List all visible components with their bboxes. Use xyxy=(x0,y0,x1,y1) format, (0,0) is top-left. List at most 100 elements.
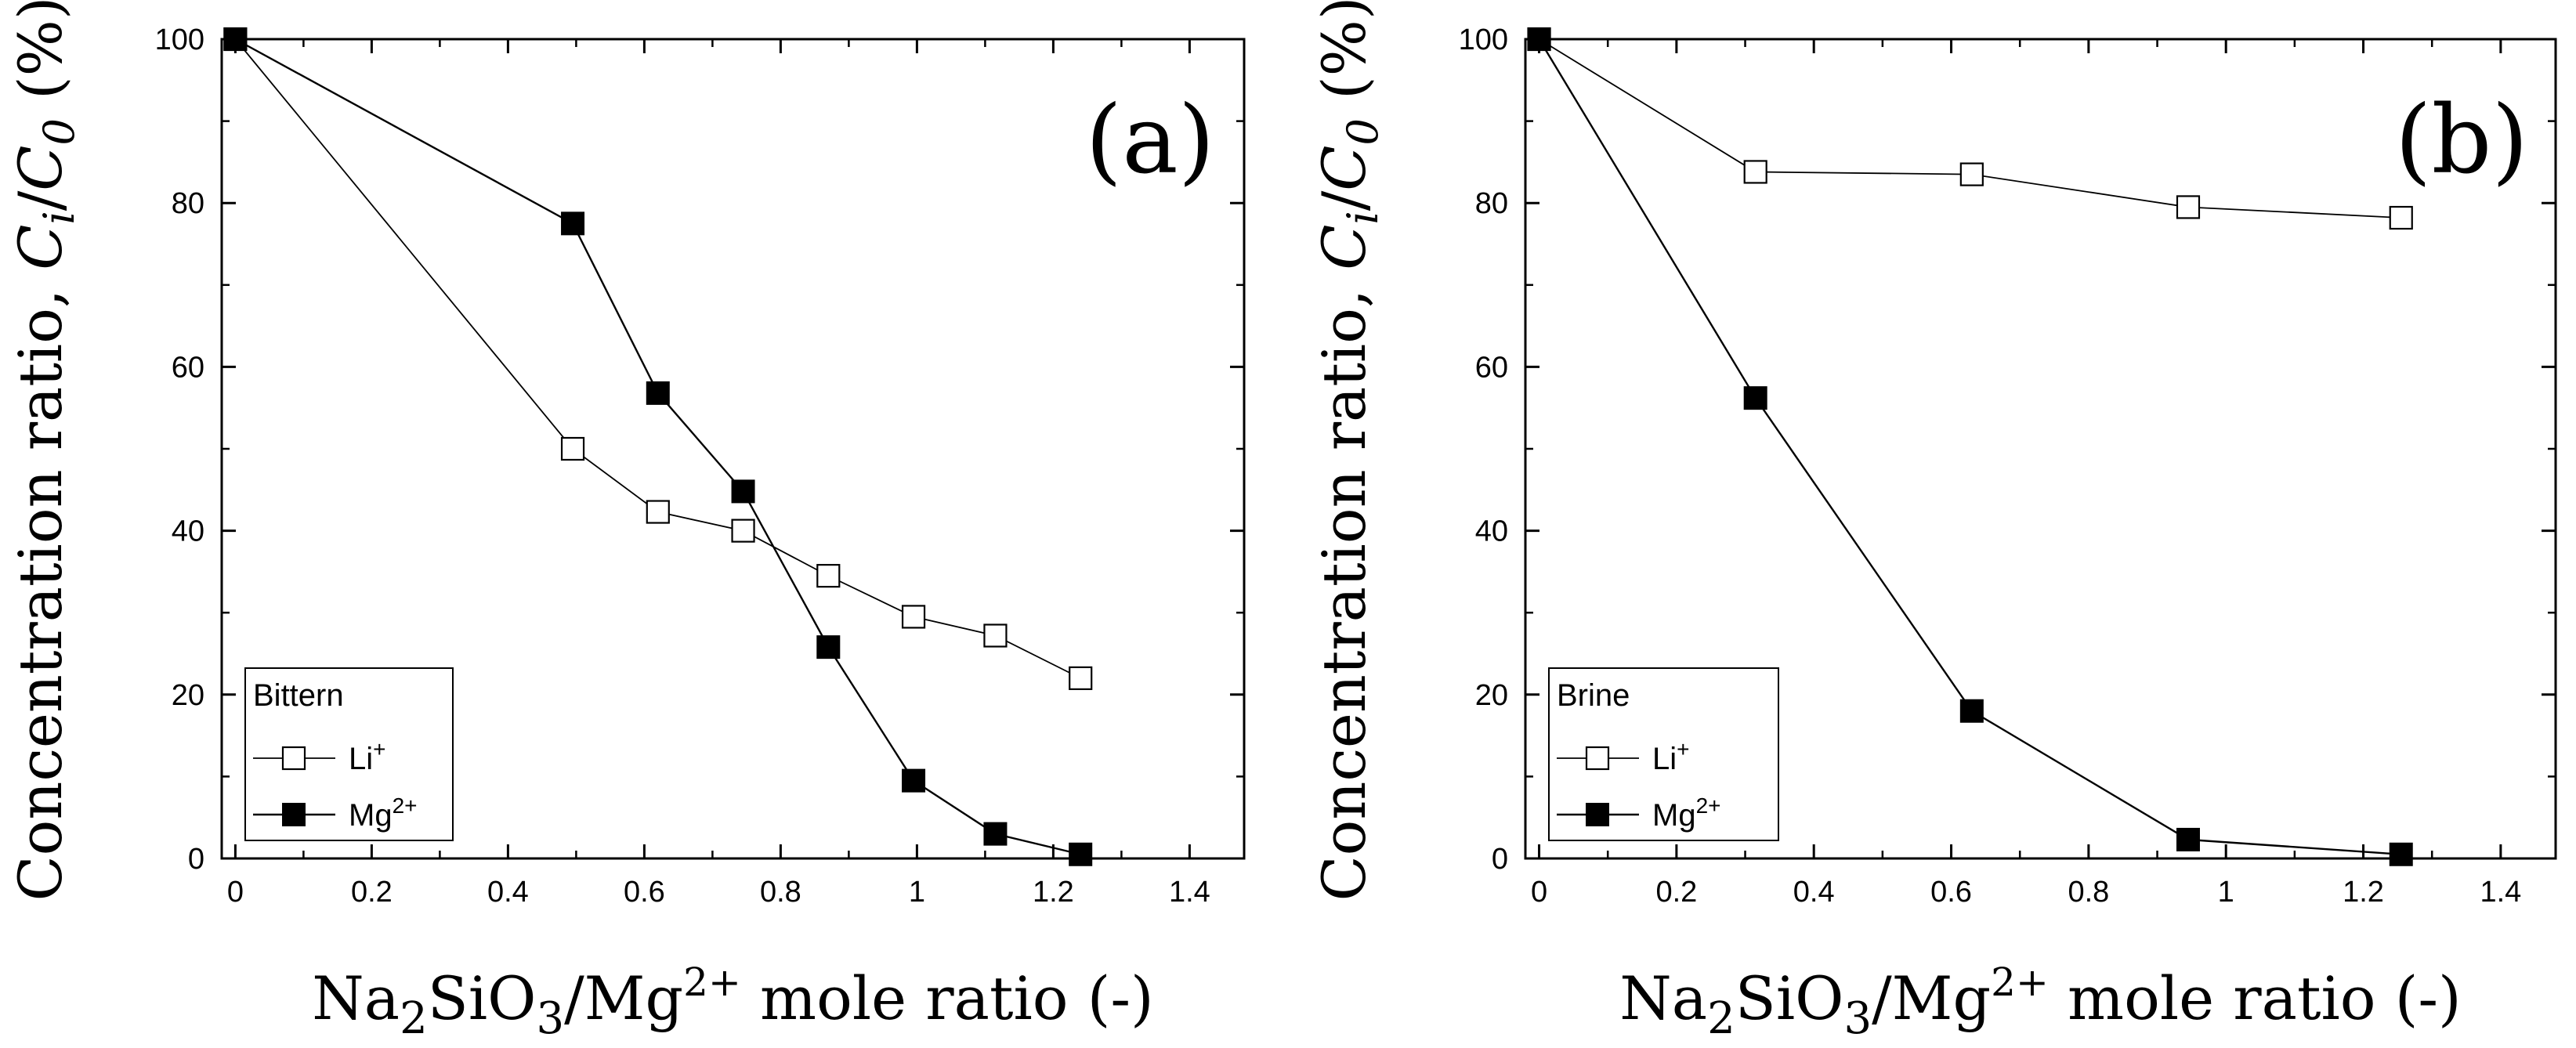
x-axis-label-part: /Mg xyxy=(564,963,683,1033)
x-tick-label: 0.2 xyxy=(1655,876,1697,909)
data-point-filled-square xyxy=(983,822,1008,846)
x-tick-label: 1.4 xyxy=(1169,876,1210,909)
y-axis-label-part: Concentration ratio, xyxy=(5,270,75,902)
x-axis-label-part: mole ratio (-) xyxy=(741,963,1154,1033)
data-point-filled-square xyxy=(646,381,670,405)
y-tick-label: 100 xyxy=(1459,23,1508,56)
legend-label-superscript: + xyxy=(373,737,385,761)
data-point-open-square xyxy=(901,605,926,629)
y-axis-label-part: (%) xyxy=(1309,0,1379,118)
data-point-filled-square xyxy=(1959,699,1984,723)
legend-marker-open-square xyxy=(281,746,306,771)
data-point-filled-square xyxy=(223,27,248,51)
data-point-open-square xyxy=(731,519,755,543)
data-point-open-square xyxy=(2389,205,2413,230)
legend-title: Bittern xyxy=(253,678,344,713)
y-axis-label-italic: C xyxy=(1309,146,1379,191)
data-point-open-square xyxy=(1069,666,1093,690)
x-tick-label: 1.2 xyxy=(1033,876,1074,909)
legend-marker-filled-square xyxy=(282,803,306,826)
data-point-filled-square xyxy=(2389,842,2413,866)
legend-title: Brine xyxy=(1557,678,1630,713)
legend-label: Mg2+ xyxy=(349,793,418,833)
x-axis-label-part: SiO xyxy=(1735,963,1844,1033)
x-tick-label: 0.6 xyxy=(1930,876,1972,909)
series-line xyxy=(234,38,1081,855)
y-axis-label: Concentration ratio, Ci/C0 (%) xyxy=(1309,0,1387,902)
y-tick-label: 60 xyxy=(1475,351,1508,384)
legend-label-text: Mg xyxy=(1652,798,1696,833)
y-axis-label: Concentration ratio, Ci/C0 (%) xyxy=(5,0,84,902)
x-tick-label: 0 xyxy=(227,876,244,909)
y-axis-label-subscript: i xyxy=(34,211,84,224)
x-axis-label-subscript: 2 xyxy=(1707,993,1735,1044)
data-point-open-square xyxy=(646,500,670,524)
x-axis-label-subscript: 3 xyxy=(1843,993,1872,1044)
legend-item: Mg2+ xyxy=(1557,793,1721,833)
x-axis-label-part: Na xyxy=(1619,963,1707,1033)
y-tick-label: 40 xyxy=(172,515,204,548)
legend-label-text: Li xyxy=(1652,742,1677,776)
x-axis-label-part: mole ratio (-) xyxy=(2049,963,2462,1033)
data-point-open-square xyxy=(2176,195,2201,219)
legend: Brine Li+ Mg2+ xyxy=(1548,667,1779,841)
series-mg xyxy=(1527,27,2413,866)
y-tick-label: 80 xyxy=(1475,187,1508,220)
data-point-open-square xyxy=(983,623,1008,648)
x-tick-label: 0 xyxy=(1531,876,1547,909)
y-axis-label-italic: C xyxy=(1309,225,1379,270)
y-axis-label-part: Concentration ratio, xyxy=(1309,270,1379,902)
data-point-filled-square xyxy=(816,635,841,660)
x-tick-label: 0.4 xyxy=(1793,876,1835,909)
data-point-open-square xyxy=(1959,162,1984,186)
x-axis-label: Na2SiO3/Mg2+ mole ratio (-) xyxy=(1619,959,2461,1044)
y-axis-label-part: / xyxy=(1309,190,1379,211)
series-mg xyxy=(223,27,1093,866)
x-tick-label: 0.4 xyxy=(487,876,529,909)
y-tick-label: 100 xyxy=(155,23,204,56)
y-axis-label-italic: C xyxy=(5,225,75,270)
y-axis-label-part: / xyxy=(5,190,75,211)
legend-label-superscript: 2+ xyxy=(393,793,418,818)
legend-label-text: Mg xyxy=(349,798,393,833)
data-point-open-square xyxy=(816,564,841,588)
series-li xyxy=(1527,27,2413,230)
y-axis-label-subscript: i xyxy=(1338,211,1387,224)
x-tick-label: 0.2 xyxy=(351,876,393,909)
y-tick-label: 0 xyxy=(1492,843,1508,876)
x-axis-label-subscript: 3 xyxy=(536,993,564,1044)
x-tick-label: 1.4 xyxy=(2480,876,2521,909)
x-tick-label: 1.2 xyxy=(2343,876,2384,909)
panel-label: (b) xyxy=(2395,86,2528,195)
data-point-filled-square xyxy=(1527,27,1551,51)
x-axis-label-subscript: 2 xyxy=(400,993,428,1044)
panel-label: (a) xyxy=(1085,86,1214,195)
x-tick-label: 0.8 xyxy=(2068,876,2109,909)
legend-item: Mg2+ xyxy=(253,793,418,833)
y-tick-label: 60 xyxy=(172,351,204,384)
x-tick-label: 1 xyxy=(2218,876,2234,909)
legend-label: Mg2+ xyxy=(1652,793,1721,833)
y-axis-label-subscript: 0 xyxy=(34,118,84,145)
data-point-filled-square xyxy=(731,479,755,504)
y-axis-label-subscript: 0 xyxy=(1338,118,1387,145)
x-tick-label: 0.6 xyxy=(624,876,665,909)
legend-label-text: Li xyxy=(349,742,373,776)
legend-box xyxy=(244,667,454,841)
data-point-filled-square xyxy=(1069,842,1093,866)
y-axis-label-italic: C xyxy=(5,146,75,191)
legend-item: Li+ xyxy=(253,737,386,776)
legend-marker-filled-square xyxy=(1586,803,1609,826)
x-tick-label: 0.8 xyxy=(760,876,801,909)
legend-label: Li+ xyxy=(1652,737,1690,776)
y-tick-label: 40 xyxy=(1475,515,1508,548)
x-axis-label-superscript: 2+ xyxy=(683,959,741,1005)
chart-panel-b: 0 0.2 0.4 0.6 0.8 1 1.2 1.4020406080100(b)Na2Si… xyxy=(1309,0,2557,1044)
x-axis-label-superscript: 2+ xyxy=(1991,959,2049,1005)
y-tick-label: 20 xyxy=(1475,679,1508,712)
data-point-open-square xyxy=(1743,160,1767,184)
x-axis-label-part: SiO xyxy=(428,963,537,1033)
chart-panel-a: 0 0.2 0.4 0.6 0.8 1 1.2 1.4020406080100(a)Na2Si… xyxy=(5,0,1246,1044)
y-tick-label: 80 xyxy=(172,187,204,220)
